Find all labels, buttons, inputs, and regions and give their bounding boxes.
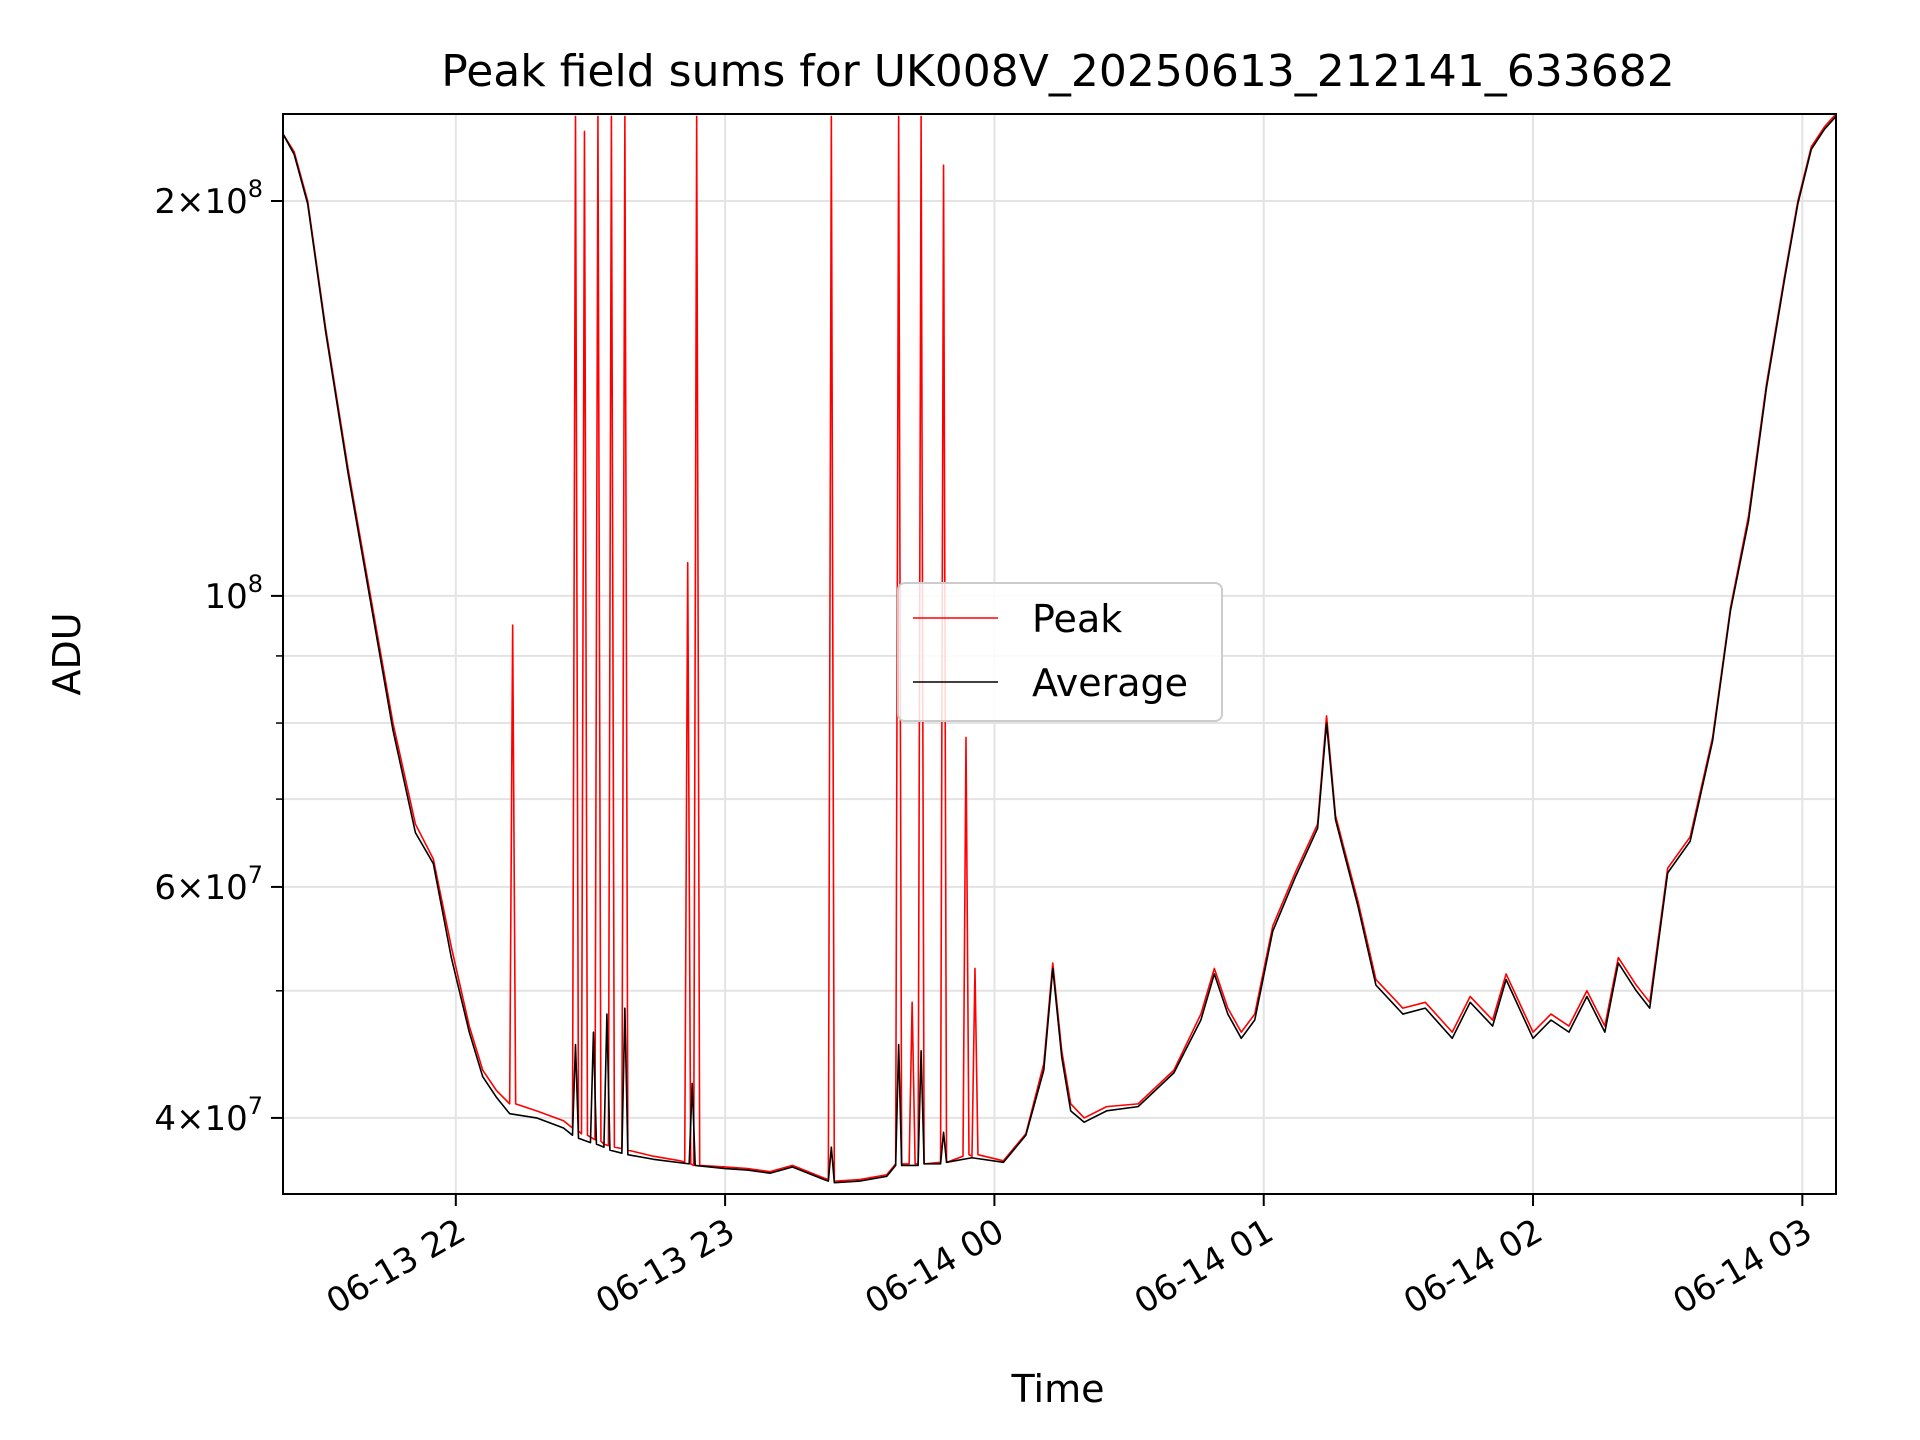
y-tick-label: 6×107 [154,861,263,908]
y-tick-label: 108 [204,570,263,617]
y-tick-label: 4×107 [154,1092,263,1139]
x-axis-label: Time [1011,1367,1105,1411]
legend: Peak Average [897,582,1223,722]
y-axis-label: ADU [45,612,89,695]
legend-label-average: Average [1032,661,1188,705]
chart-title: Peak field sums for UK008V_20250613_2121… [441,46,1674,97]
plot-frame [282,113,1837,1195]
y-axis-ticks: 4×107 6×107 108 2×108 [154,175,283,1139]
y-tick-label: 2×108 [154,175,263,222]
legend-label-peak: Peak [1032,597,1122,641]
series-line-average [283,115,1836,1184]
